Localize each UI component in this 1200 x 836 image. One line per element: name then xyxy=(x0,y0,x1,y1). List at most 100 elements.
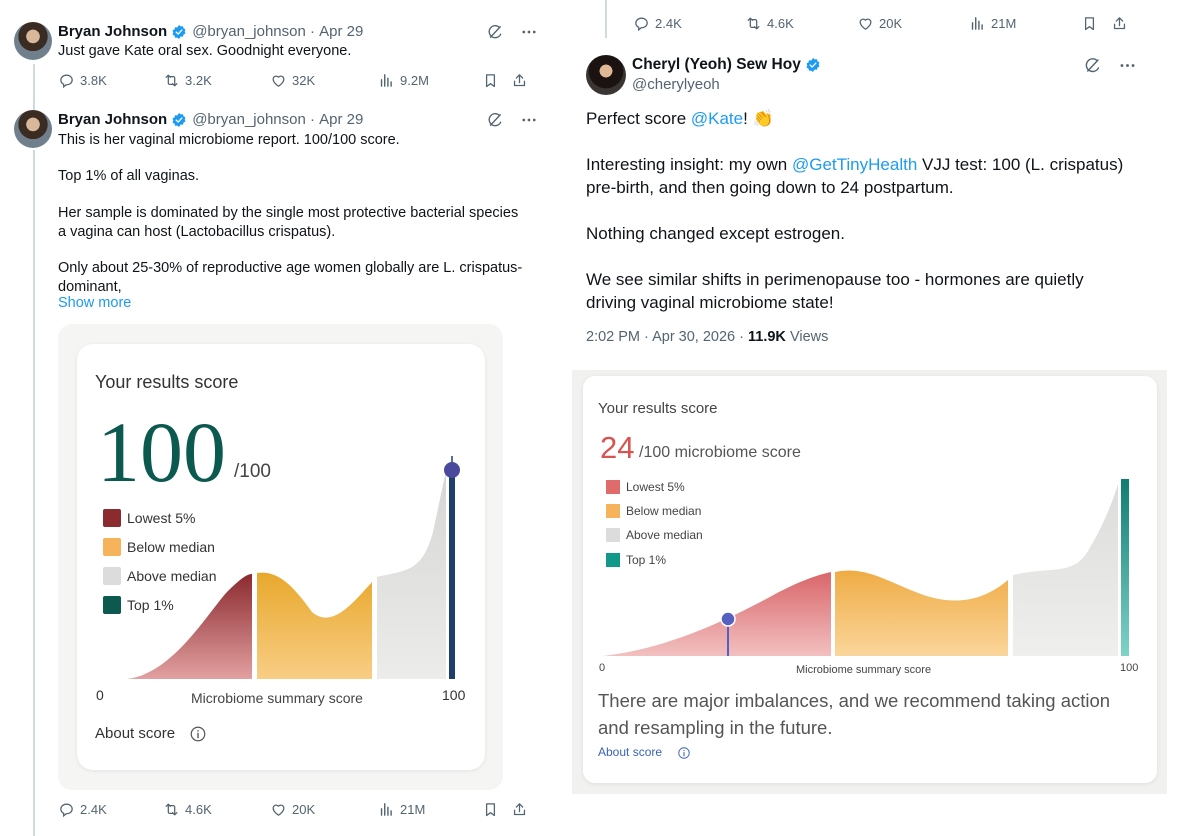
tweet-timestamp[interactable]: 2:02 PM · Apr 30, 2026 · xyxy=(586,329,749,345)
report-heading: Your results score xyxy=(598,400,718,417)
verified-badge-icon xyxy=(171,24,187,40)
score-marker-dot xyxy=(720,611,736,627)
report-heading: Your results score xyxy=(95,372,239,392)
repost-button[interactable]: 4.6K xyxy=(163,801,270,818)
area-lowest xyxy=(127,574,252,679)
view-count: 21M xyxy=(991,16,1017,31)
author-name[interactable]: Bryan Johnson xyxy=(58,23,168,40)
view-count: 21M xyxy=(400,802,426,817)
view-count: 9.2M xyxy=(400,73,429,88)
report-image[interactable]: Your results score 24 /100 microbiome sc… xyxy=(572,370,1167,794)
about-score-link[interactable]: About score xyxy=(598,745,663,759)
like-button[interactable]: 20K xyxy=(270,801,378,818)
author-handle[interactable]: @bryan_johnson xyxy=(192,111,306,128)
tweet-text-p1: Perfect score @Kate! 👏 xyxy=(586,109,774,128)
share-icon[interactable] xyxy=(511,801,528,818)
author-handle[interactable]: @cherylyeoh xyxy=(632,76,720,93)
axis-min: 0 xyxy=(599,662,606,674)
tweet-text-p3: Her sample is dominated by the single mo… xyxy=(58,205,519,240)
author-name[interactable]: Cheryl (Yeoh) Sew Hoy xyxy=(632,56,801,73)
repost-button[interactable]: 3.2K xyxy=(163,72,270,89)
score-distribution-chart xyxy=(603,479,1129,656)
views-button[interactable]: 21M xyxy=(378,801,482,818)
like-count: 20K xyxy=(292,802,316,817)
axis-min: 0 xyxy=(96,687,104,703)
tweet-header: Bryan Johnson @bryan_johnson · Apr 29 xyxy=(58,111,364,128)
thread-line xyxy=(605,0,607,38)
tweet-actions: 3.8K 3.2K 32K 9.2M xyxy=(58,72,533,89)
area-below-median xyxy=(257,572,372,679)
views-button[interactable]: 9.2M xyxy=(378,72,482,89)
tweet-text-p2: Top 1% of all vaginas. xyxy=(58,168,200,184)
right-thread: 2.4K 4.6K 20K 21M Cheryl (Yeoh) Sew Hoy … xyxy=(545,0,1200,836)
area-lowest xyxy=(603,572,831,656)
legend-below-median: Below median xyxy=(103,538,215,556)
tweet-text: Just gave Kate oral sex. Goodnight every… xyxy=(58,43,352,59)
area-above-median xyxy=(1013,484,1118,656)
axis-label: Microbiome summary score xyxy=(796,664,932,676)
reply-count: 2.4K xyxy=(80,802,107,817)
share-icon[interactable] xyxy=(511,72,528,89)
bookmark-icon[interactable] xyxy=(482,72,499,89)
area-below-median xyxy=(835,570,1008,656)
like-button[interactable]: 32K xyxy=(270,72,378,89)
repost-count: 4.6K xyxy=(185,802,212,817)
score-value: 24 xyxy=(600,430,635,465)
info-icon[interactable] xyxy=(189,725,207,743)
about-score-link[interactable]: About score xyxy=(95,725,176,742)
legend-above-median: Above median xyxy=(103,567,217,585)
more-options-icon[interactable] xyxy=(1118,56,1137,75)
tweet-date[interactable]: Apr 29 xyxy=(319,23,364,40)
like-button[interactable]: 20K xyxy=(857,15,969,32)
parent-tweet-actions: 2.4K 4.6K 20K 21M xyxy=(633,15,1133,32)
left-thread: Bryan Johnson @bryan_johnson · Apr 29 Ju… xyxy=(0,0,545,836)
grok-icon[interactable] xyxy=(486,111,504,129)
grok-icon[interactable] xyxy=(486,23,504,41)
tweet-meta: 2:02 PM · Apr 30, 2026 · 11.9K Views xyxy=(586,329,829,345)
share-icon[interactable] xyxy=(1111,15,1128,32)
repost-button[interactable]: 4.6K xyxy=(745,15,857,32)
area-above-median xyxy=(377,472,446,679)
legend-lowest: Lowest 5% xyxy=(606,480,685,494)
more-options-icon[interactable] xyxy=(520,111,538,129)
bookmark-icon[interactable] xyxy=(482,801,499,818)
repost-count: 3.2K xyxy=(185,73,212,88)
tweet-text-p3: Nothing changed except estrogen. xyxy=(586,224,845,243)
mention-link[interactable]: @Kate xyxy=(690,109,744,128)
tweet-text-p4: Only about 25-30% of reproductive age wo… xyxy=(58,260,523,295)
views-button[interactable]: 21M xyxy=(969,15,1081,32)
reply-button[interactable]: 2.4K xyxy=(633,15,745,32)
legend-top-1: Top 1% xyxy=(606,553,666,567)
legend-lowest: Lowest 5% xyxy=(103,509,195,527)
author-name[interactable]: Bryan Johnson xyxy=(58,111,168,128)
more-options-icon[interactable] xyxy=(520,23,538,41)
tweet-text-p4: We see similar shifts in perimenopause t… xyxy=(586,270,1084,312)
info-icon[interactable] xyxy=(677,746,691,760)
report-card: Your results score 100 /100 Lowest 5% Be… xyxy=(77,344,485,770)
bookmark-icon[interactable] xyxy=(1081,15,1098,32)
legend-top-1: Top 1% xyxy=(103,596,174,614)
like-count: 32K xyxy=(292,73,316,88)
area-top-1 xyxy=(1121,479,1129,656)
reply-button[interactable]: 3.8K xyxy=(58,72,163,89)
report-image[interactable]: Your results score 100 /100 Lowest 5% Be… xyxy=(58,324,503,790)
area-top-1 xyxy=(449,464,455,679)
avatar[interactable] xyxy=(586,55,626,95)
reply-button[interactable]: 2.4K xyxy=(58,801,163,818)
tweet-header: Bryan Johnson @bryan_johnson · Apr 29 xyxy=(58,23,364,40)
mention-link[interactable]: @GetTinyHealth xyxy=(791,155,918,174)
tweet-text-p2: Interesting insight: my own @GetTinyHeal… xyxy=(586,155,1124,197)
axis-max: 100 xyxy=(1120,662,1139,674)
show-more-link[interactable]: Show more xyxy=(58,295,132,311)
views-count: 11.9K xyxy=(748,329,786,345)
author-handle[interactable]: @bryan_johnson xyxy=(192,23,306,40)
score-value: 100 xyxy=(97,404,226,500)
avatar[interactable] xyxy=(14,110,52,148)
grok-icon[interactable] xyxy=(1083,56,1102,75)
score-suffix: /100 microbiome score xyxy=(639,444,801,461)
score-suffix: /100 xyxy=(234,461,271,482)
score-distribution-chart xyxy=(127,456,460,679)
tweet-date[interactable]: Apr 29 xyxy=(319,111,364,128)
avatar[interactable] xyxy=(14,22,52,60)
report-card: Your results score 24 /100 microbiome sc… xyxy=(583,376,1157,783)
